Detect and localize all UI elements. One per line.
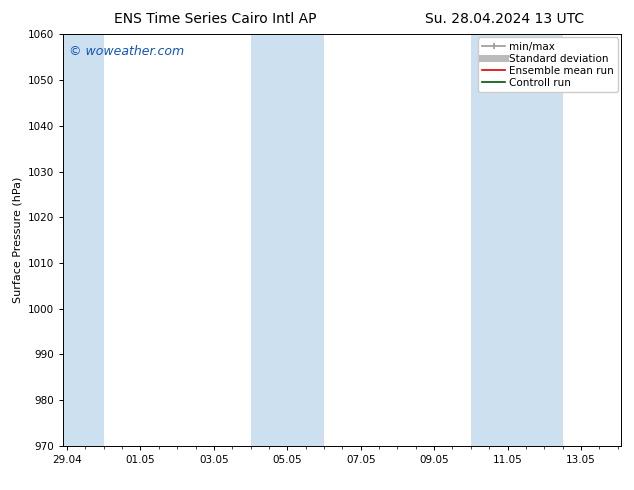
Text: ENS Time Series Cairo Intl AP: ENS Time Series Cairo Intl AP xyxy=(114,12,316,26)
Y-axis label: Surface Pressure (hPa): Surface Pressure (hPa) xyxy=(13,177,23,303)
Legend: min/max, Standard deviation, Ensemble mean run, Controll run: min/max, Standard deviation, Ensemble me… xyxy=(478,37,618,92)
Bar xyxy=(250,34,324,446)
Text: © woweather.com: © woweather.com xyxy=(69,45,184,58)
Bar xyxy=(63,34,104,446)
Bar xyxy=(471,34,562,446)
Text: Su. 28.04.2024 13 UTC: Su. 28.04.2024 13 UTC xyxy=(425,12,584,26)
